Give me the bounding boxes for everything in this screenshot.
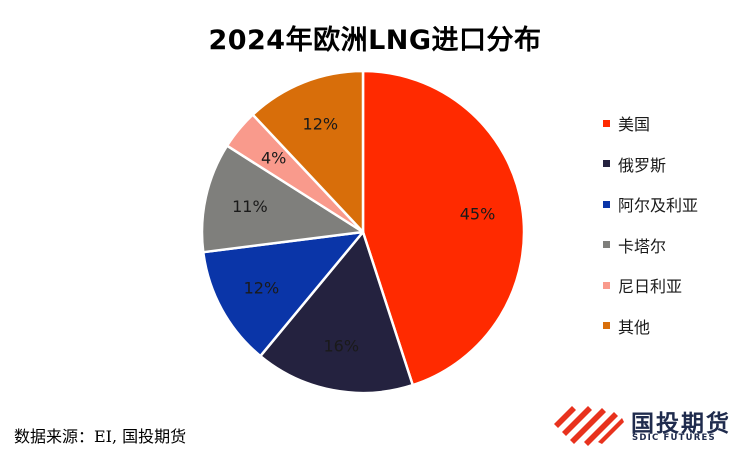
brand-logo: 国投期货 SDIC FUTURES bbox=[552, 404, 742, 446]
legend: 美国俄罗斯阿尔及利亚卡塔尔尼日利亚其他 bbox=[603, 103, 698, 346]
sdic-stripes-logo-icon bbox=[554, 406, 624, 446]
pie-slice bbox=[200, 144, 365, 254]
legend-label: 尼日利亚 bbox=[618, 277, 683, 297]
legend-item: 其他 bbox=[603, 306, 698, 347]
pie-value-label: 12% bbox=[303, 115, 339, 134]
legend-item: 尼日利亚 bbox=[603, 265, 698, 306]
legend-label: 卡塔尔 bbox=[618, 236, 667, 256]
source-note: 数据来源：EI, 国投期货 bbox=[14, 427, 187, 446]
brand-name: 国投期货 bbox=[631, 411, 731, 437]
pie-value-label: 11% bbox=[232, 197, 268, 216]
legend-item: 阿尔及利亚 bbox=[603, 184, 698, 225]
legend-label: 阿尔及利亚 bbox=[618, 196, 699, 216]
legend-swatch bbox=[603, 200, 610, 208]
pie-value-labels: 45% 16% 12% 11% 4% 12% bbox=[232, 115, 495, 356]
legend-swatch bbox=[603, 322, 610, 330]
pie-slice bbox=[259, 230, 414, 395]
legend-swatch bbox=[603, 119, 610, 127]
pie-slice bbox=[251, 69, 365, 234]
legend-swatch bbox=[603, 281, 610, 289]
legend-item: 美国 bbox=[603, 103, 698, 144]
pie-slice bbox=[361, 69, 526, 387]
pie-slices bbox=[200, 69, 526, 395]
pie-value-label: 45% bbox=[460, 204, 496, 223]
chart-title: 2024年欧洲LNG进口分布 bbox=[208, 25, 542, 56]
legend-swatch bbox=[603, 241, 610, 249]
legend-item: 俄罗斯 bbox=[603, 144, 698, 185]
legend-item: 卡塔尔 bbox=[603, 225, 698, 266]
legend-swatch bbox=[603, 160, 610, 168]
brand-subtitle: SDIC FUTURES bbox=[632, 433, 716, 443]
legend-label: 其他 bbox=[618, 317, 651, 337]
pie-slice bbox=[202, 230, 365, 358]
pie-value-label: 12% bbox=[244, 278, 280, 297]
legend-label: 俄罗斯 bbox=[618, 155, 667, 175]
pie-value-label: 4% bbox=[261, 149, 286, 168]
pie-value-label: 16% bbox=[323, 336, 359, 355]
legend-label: 美国 bbox=[618, 115, 651, 135]
